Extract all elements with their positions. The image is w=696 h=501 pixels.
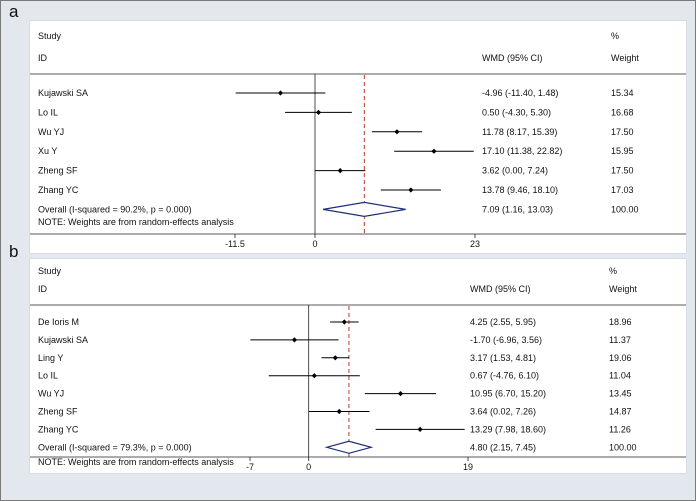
panel-a-label: a <box>9 2 19 21</box>
study-weight: 17.03 <box>611 185 634 195</box>
study-weight: 17.50 <box>611 166 634 176</box>
x-tick-label: 0 <box>312 239 317 249</box>
weights-note: NOTE: Weights are from random-effects an… <box>38 217 234 227</box>
header-study: Study <box>38 31 62 41</box>
study-ci-text: 4.25 (2.55, 5.95) <box>470 317 536 327</box>
forest-plot-a: Study ID WMD (95% CI)% Weight Kujawski SA -4.… <box>29 20 687 254</box>
forest-plot-b: Study ID WMD (95% CI)% Weight De Ioris M 4.25… <box>29 258 687 474</box>
header-id: ID <box>38 284 48 294</box>
study-name: Kujawski SA <box>38 335 88 345</box>
study-weight: 19.06 <box>609 353 632 363</box>
study-point <box>315 109 322 115</box>
study-name: Ling Y <box>38 353 63 363</box>
study-point <box>291 337 298 343</box>
study-ci-text: 0.67 (-4.76, 6.10) <box>470 371 539 381</box>
overall-label: Overall (I-squared = 90.2%, p = 0.000) <box>38 204 192 214</box>
forest-plot-a-svg: Study ID WMD (95% CI)% Weight Kujawski SA -4.… <box>30 31 686 249</box>
study-ci-text: -1.70 (-6.96, 3.56) <box>470 335 542 345</box>
study-ci-text: 3.62 (0.00, 7.24) <box>482 166 548 176</box>
study-point <box>408 187 414 193</box>
study-name: Zheng SF <box>38 407 78 417</box>
x-tick-label: -7 <box>246 462 254 472</box>
overall-ci-text: 7.09 (1.16, 13.03) <box>482 204 553 214</box>
study-ci-text: 10.95 (6.70, 15.20) <box>470 389 546 399</box>
study-name: Zhang YC <box>38 424 79 434</box>
study-name: Zheng SF <box>38 166 78 176</box>
header-effect: WMD (95% CI) <box>470 284 531 294</box>
study-point <box>332 355 338 361</box>
study-weight: 11.37 <box>609 335 631 345</box>
study-ci-text: -4.96 (-11.40, 1.48) <box>482 88 558 98</box>
study-point <box>311 373 317 379</box>
study-weight: 15.95 <box>611 146 634 156</box>
study-point <box>336 408 342 415</box>
header-study: Study <box>38 266 62 276</box>
x-tick-label: -11.5 <box>225 239 245 249</box>
overall-diamond <box>322 201 406 218</box>
header-effect: WMD (95% CI) <box>482 53 543 63</box>
x-tick-label: 19 <box>463 462 473 472</box>
header-id: ID <box>38 53 48 63</box>
study-weight: 15.34 <box>611 88 634 98</box>
study-name: Kujawski SA <box>38 88 88 98</box>
study-ci-text: 11.78 (8.17, 15.39) <box>482 127 557 137</box>
study-weight: 14.87 <box>609 407 632 417</box>
study-name: Lo IL <box>38 107 58 117</box>
study-weight: 17.50 <box>611 127 634 137</box>
study-name: Wu YJ <box>38 389 64 399</box>
x-tick-label: 0 <box>306 462 311 472</box>
study-weight: 13.45 <box>609 389 632 399</box>
study-ci-text: 13.29 (7.98, 18.60) <box>470 424 546 434</box>
study-weight: 11.26 <box>609 424 631 434</box>
overall-weight: 100.00 <box>609 442 637 452</box>
study-weight: 11.04 <box>609 371 631 381</box>
header-weight: Weight <box>611 53 639 63</box>
overall-diamond <box>324 440 374 454</box>
study-point <box>394 129 400 135</box>
forest-plot-b-svg: Study ID WMD (95% CI)% Weight De Ioris M 4.25… <box>30 266 686 472</box>
header-percent: % <box>611 31 619 41</box>
header-weight: Weight <box>609 284 637 294</box>
panel-b-label: b <box>9 242 19 261</box>
study-name: Zhang YC <box>38 185 79 195</box>
study-name: Wu YJ <box>38 127 64 137</box>
study-point <box>431 148 437 154</box>
study-name: Lo IL <box>38 371 58 381</box>
overall-weight: 100.00 <box>611 204 639 214</box>
overall-label: Overall (I-squared = 79.3%, p = 0.000) <box>38 442 192 452</box>
study-weight: 18.96 <box>609 317 632 327</box>
study-ci-text: 17.10 (11.38, 22.82) <box>482 146 562 156</box>
study-point <box>417 426 423 432</box>
study-point <box>277 90 284 96</box>
study-ci-text: 0.50 (-4.30, 5.30) <box>482 107 551 117</box>
study-weight: 16.68 <box>611 107 634 117</box>
header-percent: % <box>609 266 617 276</box>
study-point <box>397 391 404 397</box>
study-point <box>337 168 343 174</box>
study-ci-text: 3.64 (0.02, 7.26) <box>470 407 536 417</box>
overall-ci-text: 4.80 (2.15, 7.45) <box>470 442 536 452</box>
study-name: De Ioris M <box>38 317 79 327</box>
study-name: Xu Y <box>38 146 57 156</box>
x-tick-label: 23 <box>470 239 480 249</box>
study-point <box>341 319 347 325</box>
study-ci-text: 3.17 (1.53, 4.81) <box>470 353 536 363</box>
study-ci-text: 13.78 (9.46, 18.10) <box>482 185 558 195</box>
weights-note: NOTE: Weights are from random-effects an… <box>38 457 234 467</box>
